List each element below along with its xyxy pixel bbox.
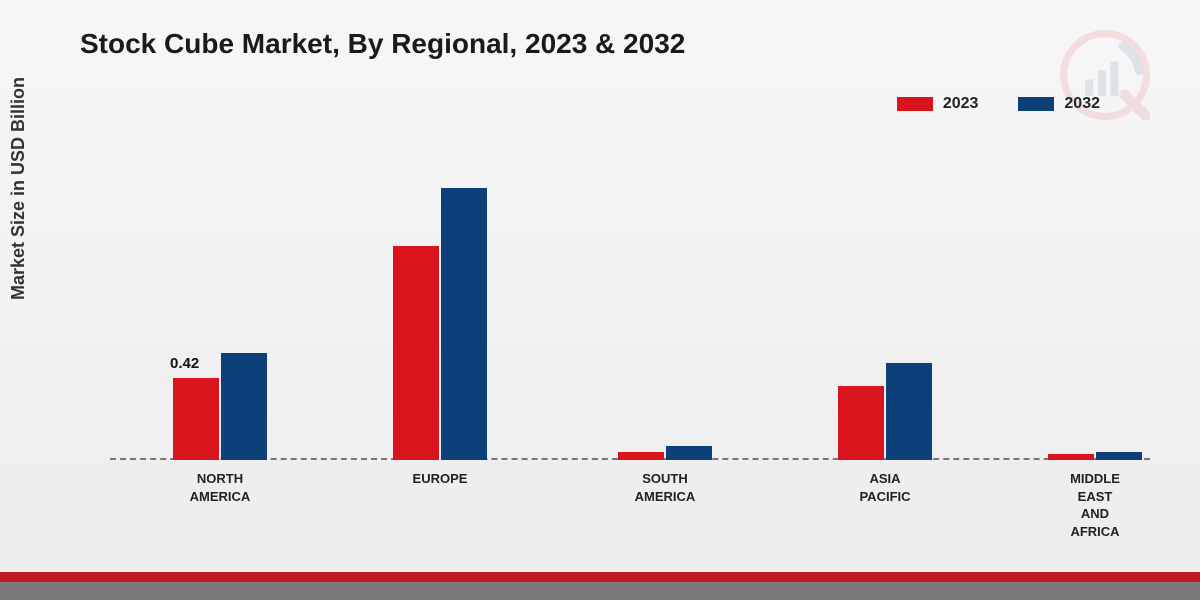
legend-label-2032: 2032	[1064, 95, 1100, 113]
legend-swatch-2032	[1018, 97, 1054, 111]
chart-title: Stock Cube Market, By Regional, 2023 & 2…	[80, 28, 685, 60]
x-axis-label: NORTHAMERICA	[160, 470, 280, 505]
legend: 2023 2032	[897, 95, 1100, 113]
x-axis-label: SOUTHAMERICA	[605, 470, 725, 505]
legend-item-2023: 2023	[897, 95, 979, 113]
bar-group	[380, 188, 500, 460]
legend-item-2032: 2032	[1018, 95, 1100, 113]
bar-2023	[393, 246, 439, 460]
x-axis-label: MIDDLEEASTANDAFRICA	[1035, 470, 1155, 540]
bar-2023	[618, 452, 664, 460]
bar-2032	[666, 446, 712, 460]
y-axis-label: Market Size in USD Billion	[8, 77, 29, 300]
bar-2023	[173, 378, 219, 460]
x-axis-label: ASIAPACIFIC	[825, 470, 945, 505]
footer-bar-red	[0, 572, 1200, 582]
bar-2032	[221, 353, 267, 460]
bar-group	[825, 363, 945, 460]
legend-swatch-2023	[897, 97, 933, 111]
bar-2023	[1048, 454, 1094, 460]
bar-value-label: 0.42	[170, 355, 199, 372]
bar-2023	[838, 386, 884, 460]
bar-2032	[441, 188, 487, 460]
legend-label-2023: 2023	[943, 95, 979, 113]
footer-bar-gray	[0, 582, 1200, 600]
bar-group	[1035, 452, 1155, 460]
bar-2032	[886, 363, 932, 460]
plot-area: 0.42	[110, 130, 1150, 460]
x-axis-label: EUROPE	[380, 470, 500, 488]
bar-group	[605, 446, 725, 460]
bar-2032	[1096, 452, 1142, 460]
